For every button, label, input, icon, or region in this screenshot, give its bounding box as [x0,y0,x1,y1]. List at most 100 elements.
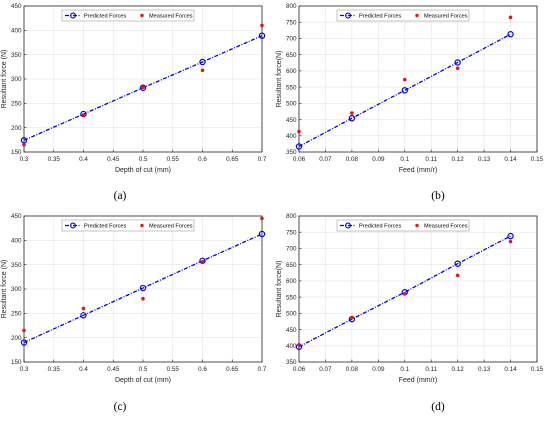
plot-area [299,6,537,152]
x-tick-label: 0.11 [425,156,437,163]
legend-measured-marker [415,13,419,18]
x-tick-label: 0.5 [139,156,148,163]
predicted-forces-point [401,87,408,94]
predicted-forces-point [295,143,303,150]
x-tick-label: 0.45 [107,366,120,373]
measured-forces-point [297,129,301,134]
measured-forces-point [508,239,513,244]
y-tick-label: 550 [286,294,297,301]
legend-predicted-marker [70,12,76,19]
x-tick-label: 0.11 [425,366,437,373]
x-tick-label: 0.09 [372,156,385,163]
predicted-forces-point [139,284,147,292]
caption-b: (b) [431,190,445,202]
axes-box [23,5,263,153]
legend-measured-label: Measured Forces [149,14,193,20]
x-tick-label: 0.7 [258,156,267,163]
predicted-forces-point [454,59,461,66]
measured-forces-point [350,315,354,320]
x-tick-label: 0.5 [139,366,148,373]
y-tick-label: 450 [11,213,22,220]
measured-forces-point [200,259,205,264]
y-tick-label: 650 [286,52,297,59]
x-tick-label: 0.55 [167,156,180,163]
x-tick-label: 0.1 [400,366,409,373]
legend-measured-label: Measured Forces [149,224,193,230]
x-tick-label: 0.6 [198,366,207,373]
plot-area [299,216,537,362]
y-tick-label: 700 [286,246,297,253]
y-axis-label: Resultant force (N) [1,260,8,319]
predicted-forces-point [454,260,461,267]
y-tick-label: 450 [11,3,22,10]
x-tick-label: 0.12 [452,366,465,373]
y-tick-label: 700 [286,36,297,43]
x-tick-label: 0.09 [372,366,385,373]
y-tick-label: 350 [286,359,297,366]
caption-c: (c) [113,401,127,413]
measured-forces-point [141,296,145,301]
predicted-forces-point [258,32,266,39]
measured-forces-point [81,306,86,311]
chart-depth-of-cut-a: 0.3 0.35 0.4 0.45 0.5 0.55 0.6 0.65 0.7 150 200 250… [1,3,267,174]
predicted-forces-point [80,312,87,319]
chart-depth-of-cut-c: 0.3 0.35 0.4 0.45 0.5 0.55 0.6 0.65 0.7 150 200 250… [1,213,267,384]
caption-d: (d) [431,401,445,413]
x-tick-label: 0.12 [452,156,465,163]
axes-box [298,215,538,363]
axes-box [23,215,263,363]
measured-forces-point [508,15,513,20]
predicted-forces-point [507,31,514,38]
measured-forces-point [200,68,205,73]
y-tick-label: 300 [11,286,22,293]
legend: Predicted Forces Measured Forces [61,9,195,22]
predicted-forces-point [507,232,514,240]
y-tick-label: 200 [11,125,22,132]
predicted-forces-point [258,230,266,238]
measured-forces-point [22,328,26,333]
measured-forces-point [141,85,145,90]
y-tick-label: 400 [11,238,22,245]
y-tick-label: 200 [11,335,22,342]
x-tick-label: 0.08 [346,366,359,373]
x-tick-label: 0.07 [319,156,332,163]
legend: Predicted Forces Measured Forces [61,219,195,232]
y-tick-label: 750 [286,19,297,26]
x-tick-label: 0.15 [531,366,544,373]
y-tick-label: 500 [286,101,297,108]
x-tick-label: 0.1 [400,156,409,163]
chart-feed-b: 0.06 0.07 0.08 0.09 0.1 0.11 0.12 0.13 0.14 0.15 3… [276,3,544,174]
measured-forces-point [297,343,301,347]
x-tick-label: 0.13 [478,156,491,163]
legend-predicted-label: Predicted Forces [359,224,401,230]
y-tick-label: 350 [11,52,22,59]
x-axis-label: Depth of cut (mm) [115,377,171,384]
x-tick-label: 0.07 [319,366,332,373]
legend-measured-marker [140,13,144,18]
legend-predicted-label: Predicted Forces [84,14,126,20]
measured-forces-point [260,23,264,28]
x-tick-label: 0.14 [504,366,517,373]
y-tick-label: 150 [11,359,22,366]
legend-measured-label: Measured Forces [424,224,468,230]
legend-predicted-marker [345,12,351,19]
y-tick-label: 450 [286,117,297,124]
x-tick-label: 0.35 [48,156,61,163]
y-tick-label: 800 [286,213,297,220]
y-tick-label: 750 [286,229,297,236]
y-tick-label: 550 [286,84,297,91]
predicted-forces-point [20,339,28,346]
y-tick-label: 600 [286,68,297,75]
legend-predicted-label: Predicted Forces [84,224,126,230]
x-tick-label: 0.4 [79,366,88,373]
y-tick-label: 800 [286,3,297,10]
x-tick-label: 0.6 [198,156,207,163]
measured-forces-point [455,66,460,71]
y-tick-label: 600 [286,278,297,285]
legend-predicted-label: Predicted Forces [359,14,401,20]
x-tick-label: 0.35 [48,366,61,373]
y-tick-label: 350 [286,149,297,156]
x-tick-label: 0.06 [293,156,306,163]
y-axis-label: Resultant force(N) [276,51,283,108]
measured-forces-point [260,216,264,221]
